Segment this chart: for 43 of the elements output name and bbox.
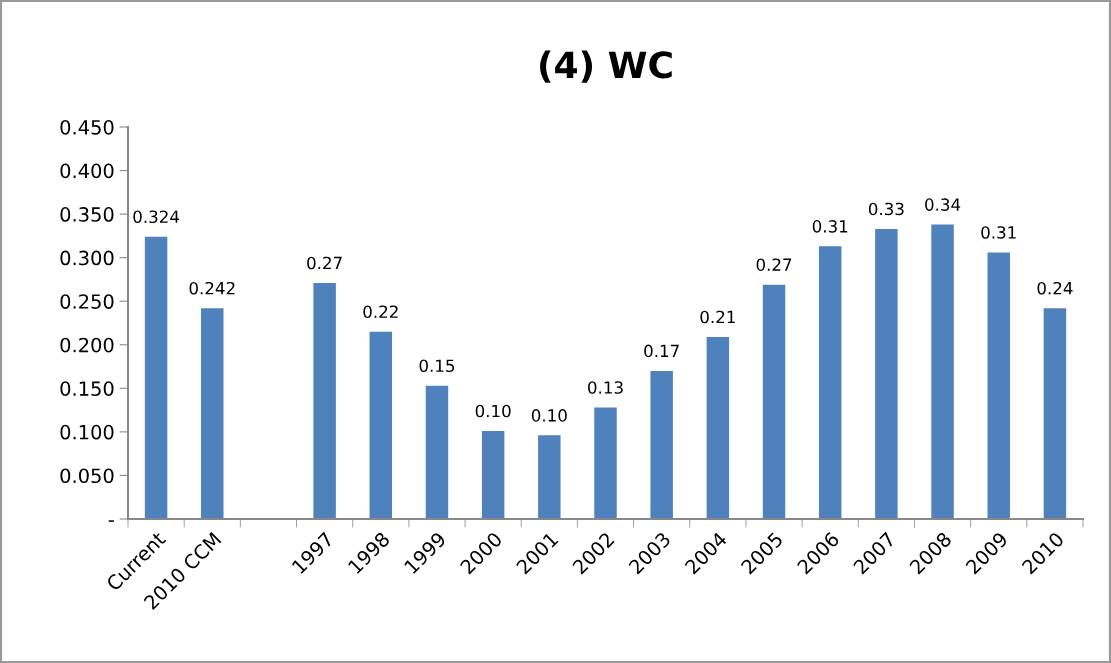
data-label: 0.33: [868, 202, 904, 216]
bar: [201, 308, 224, 519]
y-tick-label: 0.350: [60, 207, 114, 222]
data-label: 0.31: [812, 220, 848, 233]
bar: [931, 224, 954, 519]
y-tick-label: 0.150: [60, 381, 114, 396]
data-label: 0.21: [700, 310, 735, 324]
data-label: 0.17: [644, 344, 679, 358]
y-tick-label: 0.450: [60, 119, 114, 135]
bar: [987, 252, 1010, 519]
y-tick-label: 0.200: [60, 337, 114, 353]
bar: [144, 236, 168, 519]
bar: [481, 431, 505, 519]
data-label: 0.242: [189, 281, 235, 295]
chart-title: (4) WC: [540, 50, 672, 83]
bar: [875, 228, 898, 519]
bar: [313, 282, 336, 519]
data-label: 0.24: [1037, 281, 1073, 295]
bar: [594, 407, 617, 519]
data-label: 0.15: [419, 359, 455, 373]
data-label: 0.13: [588, 381, 623, 394]
y-tick-label: 0.250: [60, 294, 114, 309]
y-tick-label: 0.300: [60, 250, 114, 266]
data-label: 0.10: [531, 409, 567, 422]
data-label: 0.27: [307, 256, 342, 270]
data-label: 0.31: [981, 226, 1016, 239]
bar: [538, 435, 561, 519]
bar: [650, 370, 673, 519]
y-tick-label: 0.050: [60, 468, 114, 484]
data-label: 0.324: [133, 210, 180, 224]
data-label: 0.10: [475, 404, 511, 418]
y-tick-label: 0.100: [60, 424, 114, 440]
bar: [1043, 308, 1067, 519]
bar: [369, 331, 393, 519]
bar: [706, 336, 730, 519]
y-tick-label: 0.400: [60, 163, 114, 179]
bar: [818, 246, 842, 519]
data-label: 0.34: [925, 198, 961, 211]
bar: [425, 385, 449, 519]
data-label: 0.22: [363, 305, 398, 319]
data-label: 0.27: [756, 258, 792, 271]
y-tick-label: -: [108, 520, 114, 522]
bar: [762, 284, 786, 519]
